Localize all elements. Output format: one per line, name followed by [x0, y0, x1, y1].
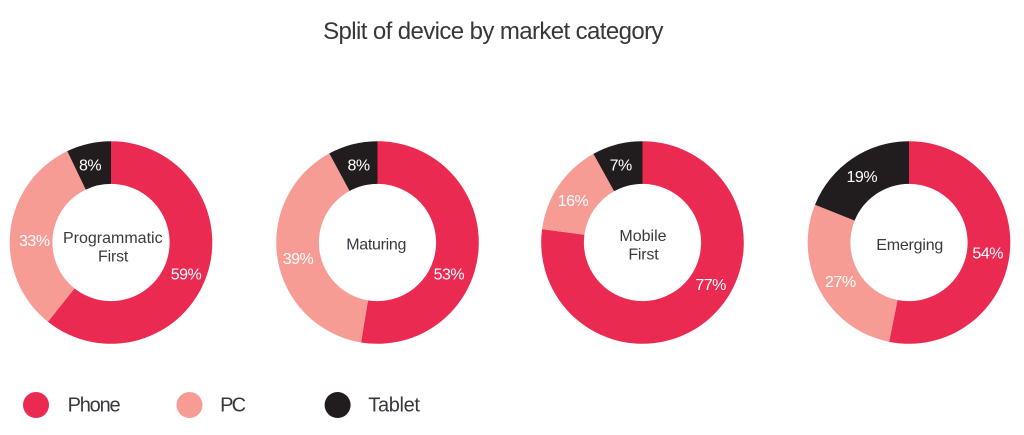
svg-text:First: First	[628, 246, 659, 263]
svg-text:Mobile: Mobile	[619, 228, 666, 245]
svg-text:Phone: Phone	[68, 395, 121, 417]
svg-text:Emerging: Emerging	[876, 237, 943, 254]
svg-text:77%: 77%	[695, 277, 726, 294]
svg-text:8%: 8%	[79, 157, 101, 174]
svg-text:First: First	[98, 248, 129, 265]
svg-text:27%: 27%	[825, 274, 856, 291]
svg-text:19%: 19%	[847, 169, 878, 186]
svg-text:16%: 16%	[558, 193, 589, 210]
svg-text:53%: 53%	[434, 266, 465, 283]
svg-text:Maturing: Maturing	[346, 237, 406, 254]
svg-text:Tablet: Tablet	[368, 395, 420, 417]
svg-text:54%: 54%	[972, 246, 1003, 263]
svg-text:8%: 8%	[347, 157, 369, 174]
svg-text:PC: PC	[220, 395, 246, 417]
svg-text:33%: 33%	[19, 233, 50, 250]
svg-text:59%: 59%	[171, 267, 202, 284]
svg-text:39%: 39%	[283, 251, 314, 268]
svg-text:Programmatic: Programmatic	[63, 230, 163, 247]
svg-text:7%: 7%	[610, 158, 632, 175]
